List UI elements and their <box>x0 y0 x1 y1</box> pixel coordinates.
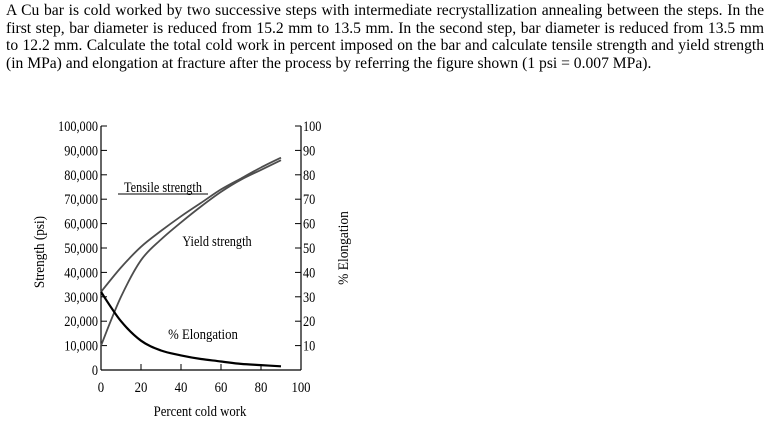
right-tick-label: 80 <box>303 167 315 183</box>
x-tick-label: 40 <box>175 380 188 396</box>
left-tick-label: 20,000 <box>64 313 98 329</box>
x-tick-label: 80 <box>255 380 268 396</box>
problem-statement: A Cu bar is cold worked by two successiv… <box>6 2 764 72</box>
right-tick-label: 40 <box>303 264 315 280</box>
right-tick-label: 50 <box>303 240 315 256</box>
right-tick-label: 30 <box>303 289 315 305</box>
x-axis-title: Percent cold work <box>154 404 247 420</box>
left-tick-label: 60,000 <box>64 215 98 231</box>
elongation-label: % Elongation <box>168 327 238 343</box>
y2-axis-title: % Elongation <box>335 211 352 285</box>
data-series <box>100 156 282 368</box>
x-tick-label: 0 <box>98 380 104 396</box>
left-axis-ticks: 0 10,000 20,000 30,000 40,000 50,000 60,000 70,… <box>58 118 107 378</box>
right-tick-label: 10 <box>303 337 315 353</box>
y-axis-title: Strength (psi) <box>31 216 48 288</box>
left-tick-label: 10,000 <box>64 337 98 353</box>
tensile-strength-label: Tensile strength <box>124 179 202 195</box>
left-tick-label: 90,000 <box>64 142 98 158</box>
right-tick-label: 70 <box>303 191 315 207</box>
x-axis-ticks: 0 20 40 60 80 100 <box>98 364 311 396</box>
left-tick-label: 100,000 <box>58 118 98 134</box>
left-tick-label: 50,000 <box>64 240 98 256</box>
right-tick-label: 100 <box>303 118 322 134</box>
x-tick-label: 60 <box>215 380 228 396</box>
left-tick-label: 30,000 <box>64 289 98 305</box>
right-tick-label: 20 <box>303 313 315 329</box>
right-tick-label: 90 <box>303 142 315 158</box>
yield-strength-label: Yield strength <box>182 233 251 249</box>
x-tick-label: 20 <box>135 380 148 396</box>
tensile-strength-line <box>100 156 282 293</box>
x-tick-label: 100 <box>291 380 310 396</box>
right-axis-ticks: 10 20 30 40 50 60 70 80 90 100 <box>295 118 322 354</box>
chart-labels: Tensile strength Yield strength % Elongati… <box>31 179 352 420</box>
left-tick-label: 0 <box>92 362 98 378</box>
right-tick-label: 60 <box>303 215 315 231</box>
elongation-line <box>100 291 282 368</box>
left-tick-label: 80,000 <box>64 167 98 183</box>
left-tick-label: 70,000 <box>64 191 98 207</box>
yield-strength-line <box>100 159 282 346</box>
left-tick-label: 40,000 <box>64 264 98 280</box>
